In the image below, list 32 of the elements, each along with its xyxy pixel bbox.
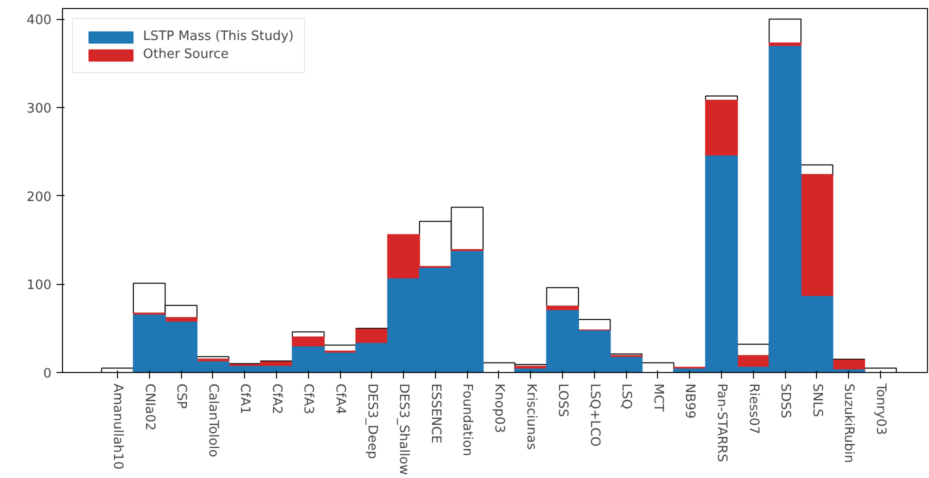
- x-tick-label: Tonry03: [872, 382, 888, 436]
- x-tick-label: ESSENCE: [428, 384, 443, 444]
- x-tick-label: SuzukiRubin: [841, 384, 856, 463]
- x-tick-label: SDSS: [778, 384, 793, 418]
- y-tick-label: 100: [26, 278, 52, 294]
- legend-label: Other Source: [143, 47, 229, 62]
- y-tick-label: 300: [26, 101, 52, 116]
- x-tick-label: Krisciunas: [523, 384, 538, 450]
- y-tick-label: 0: [43, 366, 52, 382]
- x-tick-label: NB99: [682, 384, 698, 419]
- x-tick-label: CSP: [174, 384, 189, 409]
- x-tick-label: CalanTololo: [205, 384, 220, 458]
- x-tick-label: Pan-STARRS: [714, 384, 729, 462]
- x-tick-label: Riess07: [746, 384, 761, 434]
- x-tick-label: SNLS: [809, 384, 824, 417]
- legend-label: LSTP Mass (This Study): [143, 29, 294, 44]
- x-tick-label: LSQ: [618, 384, 634, 410]
- x-tick-label: LSQ+LCO: [586, 384, 602, 447]
- x-tick-label: Foundation: [460, 384, 475, 456]
- x-tick-label: Knop03: [491, 384, 506, 434]
- x-tick-label: LOSS: [555, 384, 570, 418]
- x-tick-label: CNIa02: [142, 384, 157, 431]
- x-tick-label: CfA4: [332, 384, 348, 414]
- x-tick-label: MCT: [650, 384, 666, 412]
- y-tick-label: 200: [26, 190, 52, 205]
- x-tick-label: CfA2: [268, 384, 284, 414]
- x-tick-label: CfA1: [237, 384, 252, 414]
- x-tick-label: DES3_Deep: [364, 384, 380, 460]
- x-tick-label: DES3_Shallow: [396, 384, 412, 476]
- x-tick-label: CfA3: [300, 384, 316, 414]
- y-tick-label: 400: [26, 13, 52, 28]
- x-tick-label: Amanullah10: [110, 384, 125, 470]
